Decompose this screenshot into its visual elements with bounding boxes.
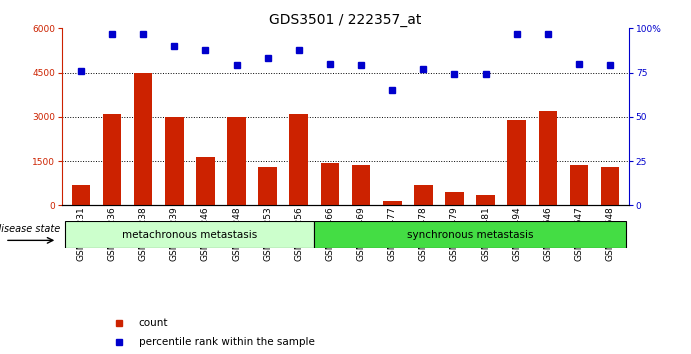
Bar <box>600 167 619 205</box>
Bar <box>383 201 401 205</box>
Bar <box>134 73 153 205</box>
Bar <box>66 221 314 248</box>
Bar <box>569 166 588 205</box>
Bar <box>103 114 122 205</box>
Bar <box>72 185 91 205</box>
Bar <box>227 117 246 205</box>
Text: synchronous metastasis: synchronous metastasis <box>407 229 533 240</box>
Bar <box>507 120 526 205</box>
Title: GDS3501 / 222357_at: GDS3501 / 222357_at <box>269 13 422 27</box>
Bar <box>414 185 433 205</box>
Bar <box>290 114 308 205</box>
Text: disease state: disease state <box>0 224 61 234</box>
Bar <box>352 166 370 205</box>
Bar <box>165 117 184 205</box>
Bar <box>321 162 339 205</box>
Text: percentile rank within the sample: percentile rank within the sample <box>139 337 314 347</box>
Bar <box>258 167 277 205</box>
Bar <box>314 221 625 248</box>
Bar <box>445 192 464 205</box>
Text: metachronous metastasis: metachronous metastasis <box>122 229 258 240</box>
Bar <box>476 195 495 205</box>
Bar <box>538 111 557 205</box>
Bar <box>196 156 215 205</box>
Text: count: count <box>139 318 168 328</box>
